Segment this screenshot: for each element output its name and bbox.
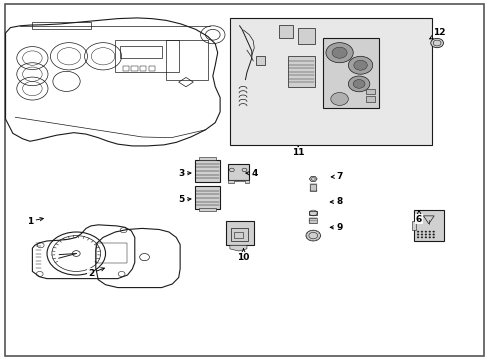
Circle shape	[420, 234, 422, 235]
Circle shape	[416, 231, 418, 232]
Bar	[255, 56, 265, 65]
Bar	[120, 45, 161, 58]
Bar	[288, 56, 315, 87]
Circle shape	[424, 234, 426, 235]
Circle shape	[420, 237, 422, 238]
Text: 12: 12	[429, 28, 445, 39]
Circle shape	[416, 237, 418, 238]
Bar	[309, 219, 317, 223]
Circle shape	[330, 93, 347, 105]
Bar	[309, 211, 317, 215]
Circle shape	[347, 56, 372, 74]
Circle shape	[424, 231, 426, 232]
Bar	[310, 184, 316, 192]
Text: 9: 9	[329, 223, 342, 232]
Circle shape	[305, 230, 320, 241]
Text: 11: 11	[291, 147, 304, 157]
Bar	[322, 39, 378, 108]
Circle shape	[432, 237, 434, 238]
Bar	[149, 66, 155, 71]
Circle shape	[432, 231, 434, 232]
Text: 4: 4	[245, 169, 257, 178]
Text: 8: 8	[329, 197, 342, 206]
Circle shape	[424, 237, 426, 238]
Circle shape	[353, 60, 366, 70]
Circle shape	[428, 231, 430, 232]
Bar	[198, 157, 215, 160]
Bar	[122, 66, 129, 71]
Circle shape	[428, 237, 430, 238]
Circle shape	[430, 39, 443, 48]
Circle shape	[428, 234, 430, 235]
Text: 1: 1	[27, 217, 43, 226]
Bar	[366, 89, 374, 94]
Bar	[229, 18, 431, 145]
Polygon shape	[309, 176, 317, 181]
Bar	[234, 232, 243, 238]
Text: 3: 3	[178, 169, 191, 178]
Bar	[166, 40, 207, 80]
Circle shape	[325, 42, 352, 63]
Bar	[230, 228, 247, 241]
Bar	[225, 221, 254, 245]
Text: 2: 2	[88, 268, 104, 278]
Text: 7: 7	[330, 172, 342, 181]
Circle shape	[352, 80, 364, 88]
Polygon shape	[229, 245, 246, 251]
Bar	[228, 164, 248, 180]
Bar	[32, 22, 91, 30]
Bar	[411, 221, 415, 230]
Circle shape	[416, 234, 418, 235]
Circle shape	[432, 234, 434, 235]
Bar	[278, 25, 293, 39]
Bar	[140, 66, 146, 71]
Circle shape	[347, 76, 369, 92]
Polygon shape	[228, 180, 248, 183]
Bar	[366, 96, 374, 102]
Bar	[198, 208, 215, 211]
Text: 5: 5	[178, 195, 191, 204]
Circle shape	[420, 231, 422, 232]
Bar	[413, 211, 444, 241]
Circle shape	[331, 47, 346, 58]
Bar	[194, 186, 220, 209]
Bar	[96, 243, 127, 263]
Bar	[194, 159, 220, 182]
Bar	[115, 40, 178, 72]
Bar	[131, 66, 138, 71]
Text: 10: 10	[237, 249, 249, 262]
Bar	[298, 28, 315, 44]
Text: 6: 6	[415, 210, 421, 224]
